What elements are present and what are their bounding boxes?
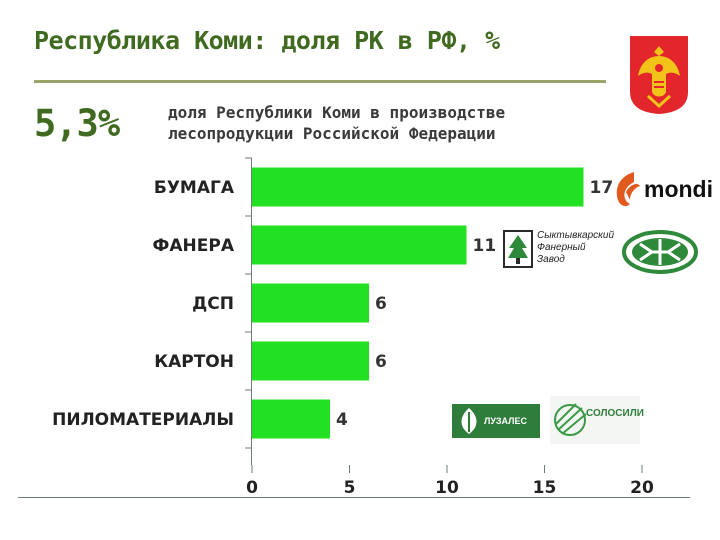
- data-label: 17: [590, 178, 614, 198]
- syktyvkar-plywood-logo: Сыктывкарский Фанерный Завод: [503, 228, 621, 272]
- bar-1: [252, 167, 584, 207]
- bar-4: [252, 341, 369, 381]
- mondi-wordmark: mondi: [644, 176, 713, 202]
- data-label: 6: [375, 294, 387, 314]
- luzales-leaf-icon: [461, 408, 477, 434]
- data-label: 11: [473, 236, 497, 256]
- plywood-logo-line3: Завод: [537, 254, 565, 265]
- category-label: КАРТОН: [154, 352, 234, 372]
- x-tick-label: 20: [630, 478, 654, 498]
- fanera-emblem-icon: [622, 230, 698, 274]
- x-tick-label: 0: [246, 478, 258, 498]
- bar-3: [252, 283, 369, 323]
- mondi-logo: mondi: [612, 168, 718, 212]
- luzales-wordmark: ЛУЗАЛЕС: [484, 416, 527, 426]
- data-label: 4: [336, 410, 348, 430]
- headline-description: доля Республики Коми в производстве лесо…: [168, 103, 506, 143]
- x-tick-label: 15: [533, 478, 557, 498]
- category-label: ПИЛОМАТЕРИАЛЫ: [52, 410, 234, 430]
- plywood-tree-icon: [503, 230, 533, 268]
- rolls-icon: [554, 403, 587, 436]
- mondi-swirl-icon: [616, 172, 640, 207]
- category-label: ФАНЕРА: [153, 236, 235, 256]
- bottom-divider: [18, 497, 690, 498]
- x-tick-label: 10: [435, 478, 459, 498]
- bar-2: [252, 225, 467, 265]
- rolls-wordmark: СОЛОСИЛИ: [586, 408, 644, 419]
- coat-of-arms-icon: [630, 36, 688, 114]
- title-divider: [34, 80, 606, 83]
- data-label: 6: [375, 352, 387, 372]
- page-title: Республика Коми: доля РК в РФ, %: [34, 26, 500, 55]
- plywood-logo-line2: Фанерный: [537, 242, 586, 253]
- luzales-logo: ЛУЗАЛЕС: [452, 404, 540, 438]
- headline-value: 5,3%: [34, 102, 120, 145]
- plywood-logo-line1: Сыктывкарский: [537, 230, 615, 241]
- rolls-logo: СОЛОСИЛИ: [550, 396, 644, 444]
- category-label: БУМАГА: [154, 178, 235, 198]
- bar-5: [252, 399, 330, 439]
- category-label: ДСП: [192, 294, 234, 314]
- x-tick-label: 5: [344, 478, 356, 498]
